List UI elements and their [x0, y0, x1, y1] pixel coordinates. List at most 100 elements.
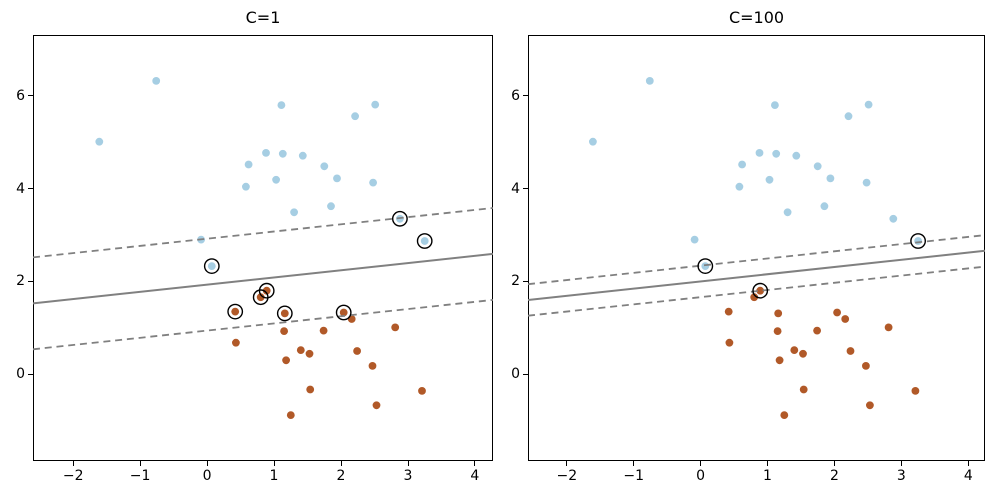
data-point-class-1-orange	[262, 286, 271, 295]
data-point-class-0-blue	[327, 202, 335, 211]
data-point-class-0-blue	[755, 149, 764, 157]
data-point-class-0-blue	[765, 175, 774, 184]
y-tick-label: 2	[16, 273, 25, 290]
data-point-class-0-blue	[371, 100, 380, 109]
data-point-class-1-orange	[305, 349, 314, 358]
y-tick	[28, 280, 33, 282]
x-tick-label: 1	[269, 468, 279, 484]
data-point-class-0-blue	[272, 175, 280, 184]
data-point-class-1-orange	[232, 338, 240, 347]
data-point-class-0-blue	[351, 112, 359, 121]
data-point-class-1-orange	[774, 309, 783, 318]
plot-area-c1	[33, 77, 493, 419]
x-tick	[72, 461, 74, 466]
data-point-class-1-orange	[799, 349, 807, 358]
data-point-class-1-orange	[756, 286, 765, 295]
data-point-class-0-blue	[320, 162, 329, 171]
y-tick	[28, 95, 33, 97]
x-tick	[700, 461, 702, 466]
x-tick-label: 1	[763, 468, 772, 484]
data-point-class-1-orange	[780, 411, 789, 419]
data-point-class-0-blue	[244, 160, 253, 169]
plot-area-c100	[528, 77, 985, 419]
data-point-class-1-orange	[368, 362, 377, 370]
y-tick-label: 4	[511, 180, 520, 197]
data-point-class-1-orange	[391, 323, 400, 332]
x-tick-label: 3	[896, 468, 906, 484]
data-point-class-0-blue	[701, 262, 710, 270]
data-point-class-0-blue	[914, 237, 922, 245]
data-point-class-1-orange	[319, 326, 328, 335]
data-point-class-1-orange	[286, 411, 295, 419]
y-tick	[523, 188, 528, 190]
decision-boundary-line	[33, 252, 493, 305]
data-point-class-1-orange	[911, 387, 920, 395]
x-tick	[767, 461, 768, 466]
x-tick	[633, 461, 635, 466]
y-tick	[28, 188, 33, 190]
data-point-class-0-blue	[242, 182, 250, 191]
data-point-class-0-blue	[207, 262, 216, 270]
data-point-class-0-blue	[152, 77, 161, 85]
support-vector-ring	[391, 210, 408, 227]
x-tick-label: −1	[623, 468, 645, 484]
decision-boundary-line	[528, 249, 985, 301]
data-point-class-1-orange	[280, 327, 288, 335]
data-point-class-1-orange	[353, 347, 361, 355]
x-tick-label: −1	[129, 468, 151, 484]
data-point-class-0-blue	[864, 100, 873, 109]
data-point-class-1-orange	[775, 356, 784, 365]
x-tick	[273, 461, 275, 466]
data-point-class-1-orange	[282, 356, 290, 365]
x-tick	[340, 461, 342, 466]
margin-upper-line	[33, 207, 493, 259]
data-point-class-0-blue	[862, 178, 871, 187]
data-point-class-0-blue	[95, 137, 104, 146]
x-tick-label: 2	[336, 468, 346, 484]
x-tick-label: −2	[556, 468, 578, 484]
data-point-class-1-orange	[866, 401, 874, 410]
data-point-class-1-orange	[339, 308, 348, 317]
x-tick	[206, 461, 208, 466]
y-tick-label: 2	[511, 273, 520, 290]
data-point-class-1-orange	[347, 315, 356, 323]
support-vector-ring	[752, 282, 769, 299]
data-point-class-1-orange	[799, 385, 808, 394]
data-point-class-1-orange	[884, 323, 893, 332]
y-tick	[523, 373, 528, 375]
x-tick	[407, 461, 409, 466]
axes-frame-c1	[33, 35, 493, 461]
support-vector-ring	[697, 258, 714, 275]
y-tick-label: 6	[511, 87, 520, 104]
x-tick-label: 4	[470, 468, 480, 484]
data-point-class-0-blue	[813, 162, 822, 171]
data-point-class-1-orange	[280, 309, 289, 318]
subplot-title-c100: C=100	[728, 8, 785, 27]
x-tick-label: 2	[830, 468, 839, 484]
data-point-class-0-blue	[844, 112, 853, 121]
data-point-class-0-blue	[262, 149, 270, 157]
margin-lower-line	[33, 299, 493, 351]
margin-upper-line	[528, 234, 985, 286]
data-point-class-0-blue	[333, 174, 341, 183]
data-point-class-0-blue	[290, 208, 298, 217]
support-vector-ring	[910, 233, 926, 249]
y-tick	[523, 95, 528, 97]
support-vector-ring	[203, 258, 220, 275]
data-point-class-1-orange	[296, 346, 305, 354]
data-point-class-1-orange	[833, 308, 841, 317]
x-tick	[967, 461, 969, 466]
data-point-class-0-blue	[369, 178, 377, 187]
axes-frame-c100	[528, 35, 985, 461]
data-point-class-1-orange	[418, 387, 426, 395]
x-tick-label: 0	[696, 468, 706, 484]
data-point-class-0-blue	[826, 174, 835, 183]
x-tick-label: 4	[963, 468, 973, 484]
data-point-class-0-blue	[278, 149, 287, 158]
x-tick	[900, 461, 902, 466]
x-tick	[139, 461, 141, 466]
data-point-class-0-blue	[889, 214, 898, 223]
data-point-class-1-orange	[790, 346, 799, 354]
data-point-class-1-orange	[813, 326, 821, 335]
